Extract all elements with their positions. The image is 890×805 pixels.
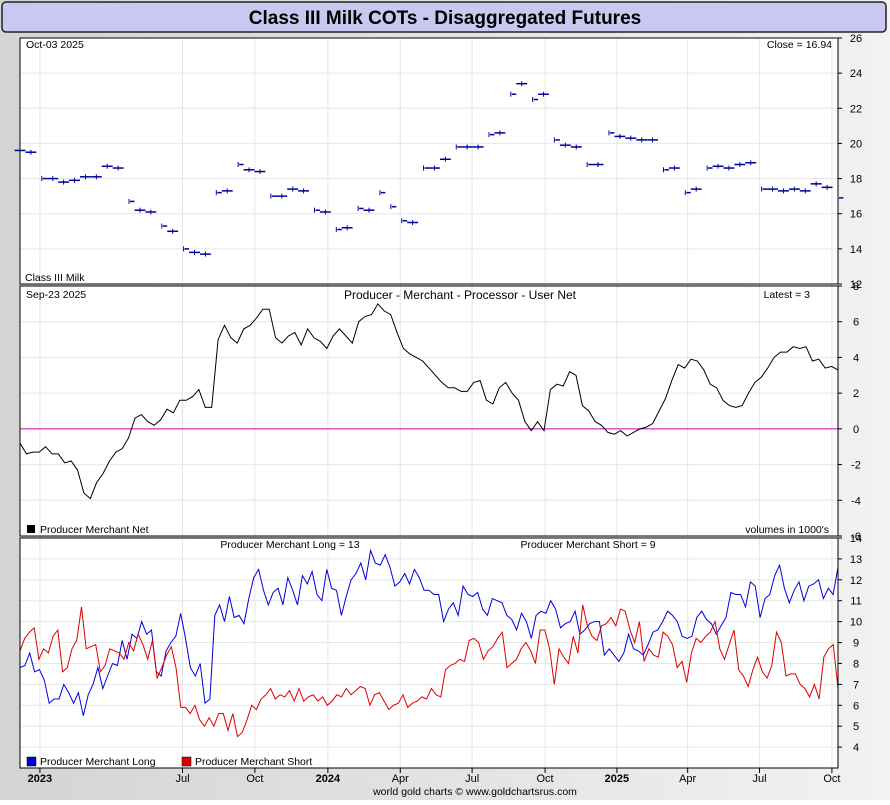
positions-plot-area — [20, 538, 838, 768]
x-tick-label: Jul — [465, 773, 479, 785]
x-tick-label: Oct — [823, 773, 840, 785]
net-legend-swatch — [27, 525, 35, 533]
price-y-tick-label: 16 — [850, 209, 862, 221]
price-date-label: Oct-03 2025 — [26, 39, 84, 51]
price-close-label: Close = 16.94 — [767, 39, 832, 51]
short-legend-label: Producer Merchant Short — [195, 756, 312, 768]
price-y-tick-label: 18 — [850, 174, 862, 186]
x-tick-label: Jul — [752, 773, 766, 785]
x-tick-label: 2025 — [605, 773, 629, 785]
positions-y-tick-label: 12 — [850, 575, 862, 587]
long-legend-label: Producer Merchant Long — [40, 756, 156, 768]
net-latest-label: Latest = 3 — [764, 289, 811, 301]
positions-y-tick-label: 4 — [853, 742, 859, 754]
positions-y-tick-label: 10 — [850, 617, 862, 629]
x-tick-label: Apr — [392, 773, 409, 785]
price-y-axis: 12 14 16 18 20 22 24 26 — [838, 33, 862, 291]
chart-title: Class III Milk COTs - Disaggregated Futu… — [249, 8, 641, 29]
x-tick-label: Oct — [537, 773, 554, 785]
positions-panel: 4 5 6 7 8 9 10 11 12 13 14 Producer Merchant Long … — [19, 533, 862, 769]
price-y-tick-label: 26 — [850, 33, 862, 45]
price-series — [14, 81, 844, 257]
long-latest-label: Producer Merchant Long = 13 — [220, 539, 359, 551]
net-y-tick-label: 4 — [853, 352, 859, 364]
positions-frame — [19, 537, 839, 769]
positions-y-axis: 4 5 6 7 8 9 10 11 12 13 14 — [838, 533, 862, 754]
title-box — [1, 1, 887, 33]
net-y-tick-label: -4 — [851, 495, 861, 507]
price-frame — [19, 37, 839, 285]
positions-y-tick-label: 9 — [853, 638, 859, 650]
net-frame — [19, 285, 839, 537]
price-y-tick-label: 12 — [850, 279, 862, 291]
positions-y-tick-label: 13 — [850, 554, 862, 566]
price-series-label: Class III Milk — [25, 272, 85, 284]
net-y-tick-label: 2 — [853, 388, 859, 400]
positions-y-tick-label: 5 — [853, 721, 859, 733]
net-y-tick-label: -2 — [851, 460, 861, 472]
positions-y-tick-label: 14 — [850, 533, 862, 545]
price-panel: 12 14 16 18 20 22 24 26 Oct-03 2025 Close = 16.… — [14, 33, 862, 291]
footer-credit: world gold charts © www.goldchartsrus.co… — [372, 786, 577, 798]
price-y-tick-label: 14 — [850, 244, 862, 256]
positions-y-tick-label: 8 — [853, 658, 859, 670]
net-series-line — [19, 303, 839, 500]
net-y-tick-label: -6 — [851, 531, 861, 543]
x-tick-label: Oct — [246, 773, 263, 785]
net-y-tick-label: 6 — [853, 317, 859, 329]
positions-y-tick-label: 11 — [850, 596, 861, 608]
x-axis: 2023 Jul Oct 2024 Apr Jul Oct 2025 Apr Jul Oct — [28, 768, 840, 785]
price-y-tick-label: 24 — [850, 68, 862, 80]
net-panel: -6 -4 -2 0 2 4 6 8 Sep-23 2025 Producer - Merch… — [19, 281, 861, 543]
positions-y-tick-label: 7 — [853, 679, 859, 691]
short-latest-label: Producer Merchant Short = 9 — [520, 539, 655, 551]
price-y-tick-label: 22 — [850, 103, 862, 115]
net-panel-title: Producer - Merchant - Processor - User N… — [344, 288, 577, 302]
positions-y-tick-label: 6 — [853, 700, 859, 712]
short-series-line — [19, 604, 839, 738]
net-y-tick-label: 8 — [853, 281, 859, 293]
net-plot-area — [20, 286, 838, 536]
x-tick-label: Apr — [679, 773, 696, 785]
x-tick-label: 2023 — [28, 773, 52, 785]
net-y-axis: -6 -4 -2 0 2 4 6 8 — [838, 281, 861, 543]
net-y-tick-label: 0 — [853, 424, 859, 436]
net-gridlines — [20, 285, 838, 537]
net-legend-label: Producer Merchant Net — [40, 524, 149, 536]
volumes-note: volumes in 1000's — [745, 524, 829, 536]
net-date-label: Sep-23 2025 — [26, 289, 86, 301]
price-y-tick-label: 20 — [850, 138, 862, 150]
long-legend-swatch — [26, 756, 37, 767]
x-tick-label: Jul — [175, 773, 189, 785]
x-tick-label: 2024 — [316, 773, 341, 785]
price-plot-area — [20, 38, 838, 284]
short-legend-swatch — [181, 756, 192, 767]
